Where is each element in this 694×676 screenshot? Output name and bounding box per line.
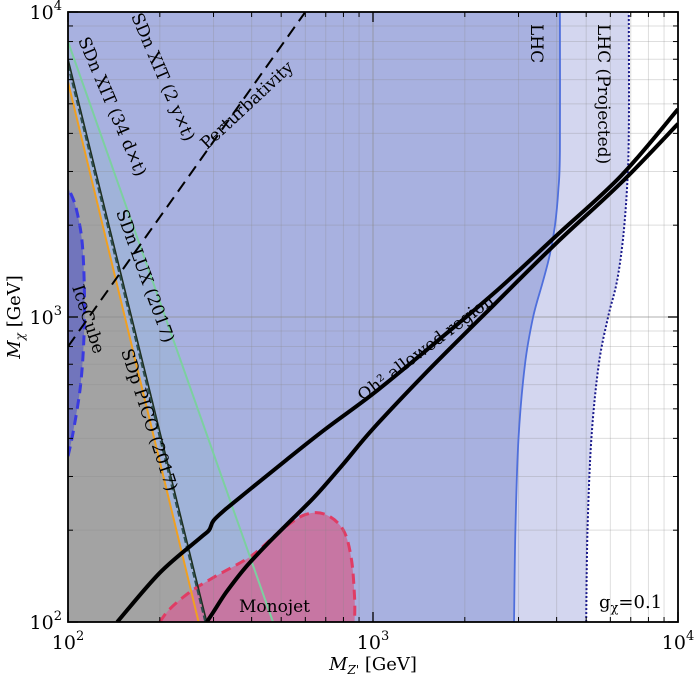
icecube-region <box>68 187 85 457</box>
y-tick-exp: 2 <box>54 609 62 624</box>
relic-lower-line <box>205 122 678 622</box>
lux-line <box>68 64 207 622</box>
x-axis-symbol: M <box>328 654 348 675</box>
coupling-value: =0.1 <box>618 592 662 613</box>
monojet-region <box>159 512 355 622</box>
label-lhc: LHC <box>526 24 546 63</box>
y-tick-base: 10 <box>30 612 54 634</box>
lhc-projected-line <box>585 12 630 622</box>
y-axis-subscript: χ <box>13 332 27 341</box>
monojet-boundary <box>158 511 357 622</box>
x-tick-base: 10 <box>357 632 381 654</box>
x-tick-exp: 3 <box>381 629 389 644</box>
x-tick-base: 10 <box>662 632 686 654</box>
icecube-boundary <box>68 186 87 457</box>
relic-upper-line <box>115 107 678 622</box>
y-tick-base: 10 <box>30 2 54 24</box>
grid <box>68 12 678 622</box>
x-tick-label: 103 <box>357 629 389 654</box>
y-axis-unit: [GeV] <box>4 275 25 333</box>
label-monojet: Monojet <box>239 597 310 617</box>
y-tick-base: 10 <box>30 307 54 329</box>
x-axis-unit: [GeV] <box>359 654 417 675</box>
curves <box>68 12 678 622</box>
xit-2yt-line <box>68 41 274 622</box>
lhc-line <box>513 12 561 622</box>
x-tick-label: 102 <box>52 629 84 654</box>
xit-34dt-line <box>68 59 208 622</box>
y-tick-exp: 3 <box>54 304 62 319</box>
label-lhc-projected: LHC (Projected) <box>593 24 613 164</box>
coupling-label: gχ=0.1 <box>599 592 662 616</box>
x-tick-base: 10 <box>52 632 76 654</box>
y-tick-exp: 4 <box>54 0 62 14</box>
y-axis-label: Mχ [GeV] <box>4 275 27 360</box>
coupling-subscript: χ <box>611 601 619 616</box>
coupling-symbol: g <box>599 592 611 613</box>
x-tick-exp: 2 <box>76 629 84 644</box>
y-axis-symbol: M <box>4 340 25 360</box>
y-tick-label: 104 <box>30 0 62 24</box>
x-tick-exp: 4 <box>686 629 694 644</box>
x-tick-label: 104 <box>662 629 694 654</box>
pico-line <box>68 81 200 622</box>
perturbativity-line <box>68 12 307 348</box>
x-axis-label: MZ' [GeV] <box>328 654 417 676</box>
y-tick-label: 102 <box>30 609 62 634</box>
x-axis-subscript: Z' <box>347 663 360 676</box>
y-tick-label: 103 <box>30 304 62 329</box>
